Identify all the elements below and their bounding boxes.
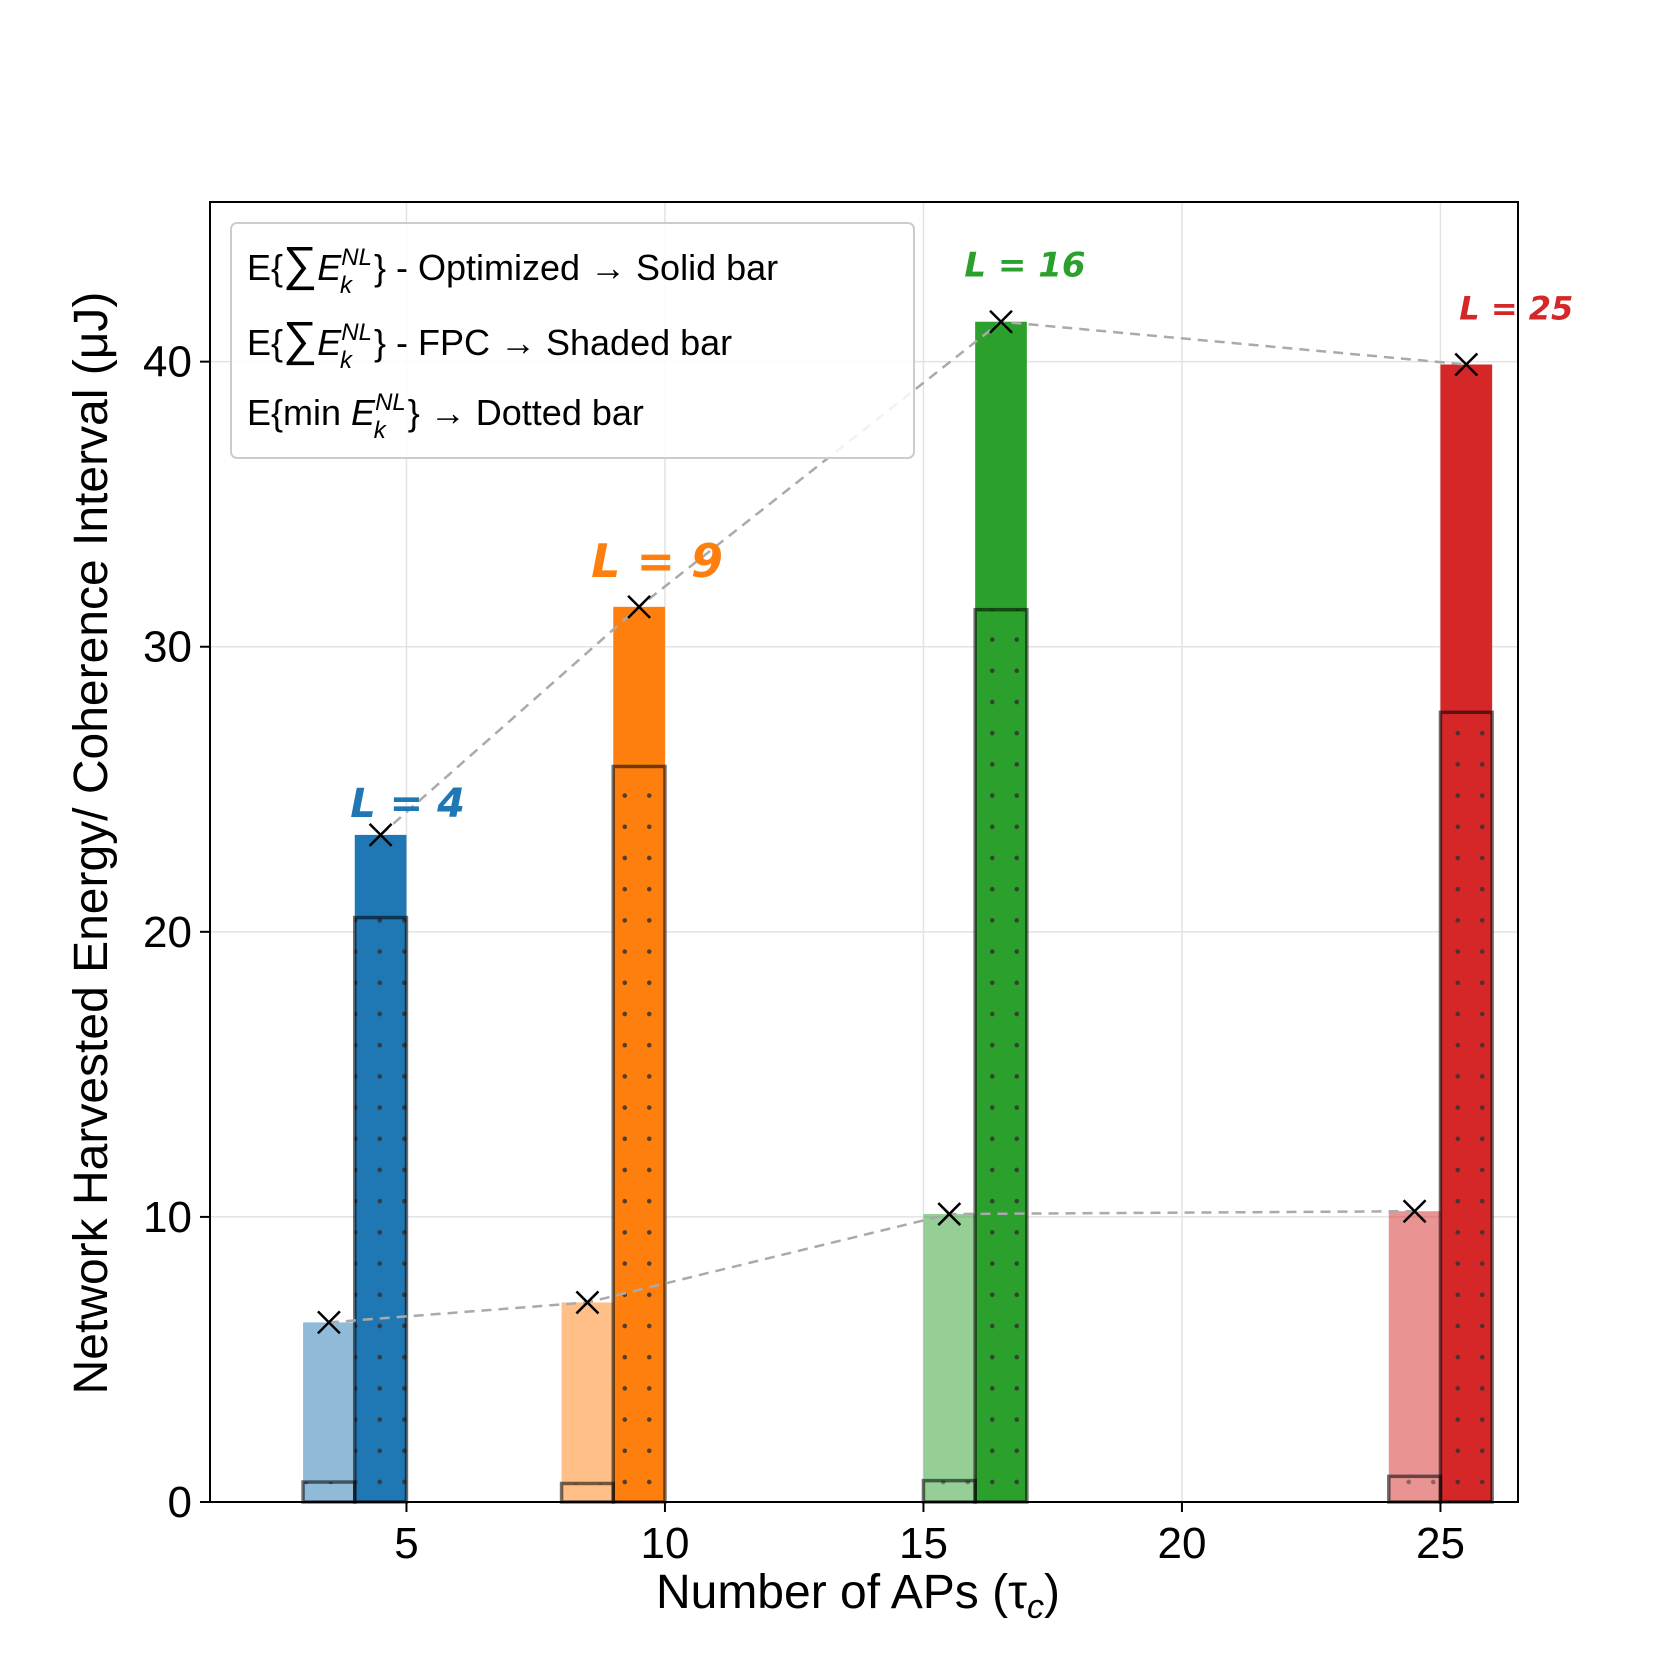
legend-subscript: k [340,272,354,299]
bar-optimized-min-L4 [353,915,409,1504]
legend-energy-symbol: E [317,322,342,363]
legend-prefix: E{ [247,322,283,363]
y-tick-label-30: 30 [143,623,192,672]
annotation-L16: L = 16 [964,246,1085,286]
legend-subscript: k [340,347,354,374]
x-tick-label-25: 25 [1416,1519,1465,1568]
marker-fpc-L25-stroke-b [1402,1199,1427,1224]
legend-prefix: E{ [247,247,283,288]
plot-frame [209,201,1519,1503]
legend-superscript: NL [341,319,372,346]
legend-subscript: k [374,417,388,444]
optimized-trend-line [379,320,1467,836]
y-tick-label-10: 10 [143,1193,192,1242]
legend-entry-2: E{∑ENL k } - FPC → Shaded bar [247,313,732,374]
marker-fpc-L9 [575,1290,600,1315]
marker-optimized-L4 [368,823,393,847]
bar-fpc-L25 [1388,1211,1441,1502]
x-axis-label-sub: c [1027,1588,1044,1626]
marker-optimized-L9 [627,594,651,619]
legend-superscript: NL [375,389,406,416]
marker-fpc-L25 [1402,1199,1427,1224]
marker-fpc-L16 [937,1202,962,1226]
bar-fpc-min-L9 [559,1481,616,1504]
lines-layer [328,320,1467,1324]
y-axis-label: Network Harvested Energy/ Coherence Inte… [65,292,118,1395]
x-tick-label-10: 10 [640,1519,689,1568]
x-axis-label-main: Number of APs (τ [656,1566,1027,1619]
x-tick-label-15: 15 [899,1519,948,1568]
bar-fpc-min-L4 [301,1480,357,1504]
annotation-L25: L = 25 [1459,290,1573,328]
marker-fpc-L4-stroke-b [317,1310,341,1335]
x-axis-label: Number of APs (τc) [656,1566,1060,1626]
bar-optimized-min-L16 [973,607,1029,1504]
markers-layer [317,309,1479,1335]
bars-layer [301,321,1494,1504]
ticks-layer: 5 10 15 20 25 0 10 20 30 40 [143,338,1465,1568]
legend-suffix: } - Optimized → Solid bar [374,247,778,288]
marker-optimized-L4-stroke-b [368,823,393,847]
bar-fpc-L4 [303,1322,355,1502]
x-tick-label-5: 5 [394,1519,418,1568]
legend-entry-3: E{min ENL k } → Dotted bar [247,389,644,444]
marker-optimized-L16 [989,309,1013,334]
legend-superscript: NL [341,244,372,271]
y-tick-label-40: 40 [143,338,192,387]
legend-box [230,222,915,459]
bar-fpc-min-L25 [1387,1474,1443,1504]
marker-optimized-L9-stroke-b [627,594,651,619]
marker-optimized-L16-stroke-b [989,309,1013,334]
legend-entry-1: E{∑ENL k } - Optimized → Solid bar [247,238,778,299]
y-tick-label-20: 20 [143,908,192,957]
y-tick-label-0: 0 [168,1478,192,1527]
bar-optimized-min-L9 [611,764,667,1504]
marker-fpc-L16-stroke-b [937,1202,962,1226]
bar-optimized-min-L25 [1438,710,1494,1504]
bar-fpc-min-L16 [921,1478,977,1504]
legend-energy-symbol: E [351,392,376,433]
legend-suffix: } - FPC → Shaded bar [374,322,732,363]
annotations-layer: L = 4 L = 9 L = 16 L = 25 [350,246,1573,827]
legend-prefix: E{min [247,392,351,433]
x-tick-label-20: 20 [1157,1519,1206,1568]
legend-sum-symbol: ∑ [283,313,317,366]
legend-sum-symbol: ∑ [283,238,317,291]
x-axis-label-close: ) [1044,1566,1060,1619]
marker-fpc-L9-stroke-b [575,1290,600,1315]
marker-optimized-L25-stroke-b [1454,352,1479,377]
fpc-trend-line [328,1209,1415,1324]
annotation-L9: L = 9 [591,534,723,588]
legend-energy-symbol: E [317,247,342,288]
bar-fpc-L9 [561,1302,614,1502]
bar-fpc-L16 [923,1214,976,1502]
legend-suffix: } → Dotted bar [408,392,644,433]
marker-fpc-L4 [317,1310,341,1335]
marker-optimized-L25 [1454,352,1479,377]
annotation-L4: L = 4 [350,781,465,827]
